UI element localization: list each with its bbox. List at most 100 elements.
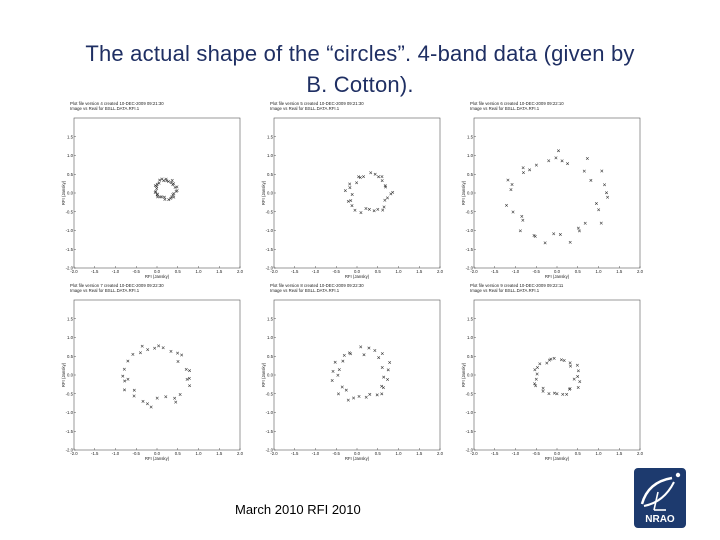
scatter-plot-3: Plot file version 6 created 10-DEC-2009 … bbox=[461, 100, 647, 286]
plot-title: Plot file version 5 created 10-DEC-2009 … bbox=[270, 101, 364, 106]
data-point bbox=[184, 367, 188, 371]
data-point bbox=[597, 208, 601, 212]
x-tick-label: -0.5 bbox=[133, 269, 141, 274]
footer-text: March 2010 RFI 2010 bbox=[235, 502, 361, 517]
data-point bbox=[187, 376, 191, 380]
data-point bbox=[386, 368, 390, 372]
data-point bbox=[518, 229, 522, 233]
data-point bbox=[149, 405, 153, 409]
data-point bbox=[336, 392, 340, 396]
data-point bbox=[377, 356, 381, 360]
data-point bbox=[346, 398, 350, 402]
plot-subtitle: Image vs Real for BSLL.DATA.RFI.1 bbox=[270, 106, 340, 111]
data-point bbox=[533, 234, 537, 238]
y-tick-label: -2.0 bbox=[66, 448, 74, 453]
y-tick-label: -0.5 bbox=[266, 209, 274, 214]
x-tick-label: -2.0 bbox=[470, 269, 478, 274]
data-point bbox=[131, 352, 135, 356]
data-point bbox=[126, 377, 130, 381]
data-point bbox=[162, 195, 166, 199]
x-tick-label: 1.0 bbox=[396, 269, 403, 274]
data-point bbox=[367, 207, 371, 211]
data-point bbox=[126, 359, 130, 363]
y-tick-label: 1.5 bbox=[467, 134, 474, 139]
y-tick-label: 1.0 bbox=[67, 335, 74, 340]
data-point bbox=[172, 182, 176, 186]
data-point bbox=[123, 388, 127, 392]
y-tick-label: -2.0 bbox=[466, 266, 474, 271]
y-tick-label: -1.5 bbox=[66, 247, 74, 252]
data-point bbox=[380, 179, 384, 183]
x-tick-label: 0.0 bbox=[354, 269, 361, 274]
x-axis-label: RFI (Jansky) bbox=[545, 274, 570, 279]
data-point bbox=[123, 379, 127, 383]
x-tick-label: 0.0 bbox=[354, 451, 361, 456]
data-point bbox=[509, 188, 513, 192]
data-point bbox=[535, 366, 539, 370]
data-point bbox=[188, 369, 192, 373]
data-point bbox=[352, 396, 356, 400]
x-tick-label: 2.0 bbox=[437, 451, 444, 456]
data-point bbox=[383, 184, 387, 188]
slide-title-line-1: The actual shape of the “circles”. 4-ban… bbox=[85, 41, 635, 66]
data-point bbox=[521, 171, 525, 175]
scatter-plot-svg: Plot file version 4 created 10-DEC-2009 … bbox=[61, 101, 244, 279]
y-tick-label: -1.0 bbox=[466, 228, 474, 233]
data-point bbox=[599, 221, 603, 225]
x-tick-label: 1.0 bbox=[596, 451, 603, 456]
y-tick-label: -1.5 bbox=[266, 247, 274, 252]
y-tick-label: -0.5 bbox=[466, 391, 474, 396]
data-point bbox=[348, 186, 352, 190]
data-point bbox=[381, 386, 385, 390]
data-point bbox=[547, 159, 551, 163]
data-point bbox=[533, 382, 537, 386]
x-tick-label: 2.0 bbox=[437, 269, 444, 274]
data-point bbox=[520, 214, 524, 218]
data-point bbox=[330, 379, 334, 382]
y-tick-label: 1.0 bbox=[267, 153, 274, 158]
plot-frame bbox=[473, 299, 641, 451]
data-point bbox=[583, 221, 587, 225]
plot-subtitle: Image vs Real for BSLL.DATA.RFI.1 bbox=[470, 288, 540, 293]
data-point bbox=[343, 189, 347, 193]
data-point bbox=[538, 362, 542, 366]
data-point bbox=[122, 367, 126, 371]
data-point bbox=[380, 352, 384, 356]
x-tick-label: 0.5 bbox=[375, 269, 382, 274]
y-tick-label: -1.5 bbox=[466, 429, 474, 434]
x-tick-label: 0.5 bbox=[575, 451, 582, 456]
y-tick-label: 0.0 bbox=[467, 191, 474, 196]
data-point bbox=[161, 346, 165, 350]
x-tick-label: 1.5 bbox=[216, 269, 223, 274]
scatter-plot-1: Plot file version 4 created 10-DEC-2009 … bbox=[61, 100, 247, 286]
data-point bbox=[176, 351, 180, 355]
data-point bbox=[357, 394, 361, 398]
x-tick-label: 1.5 bbox=[616, 451, 623, 456]
y-axis-label: RFI (Jansky) bbox=[461, 180, 466, 205]
plot-frame bbox=[273, 117, 441, 269]
data-point bbox=[606, 195, 610, 199]
data-point bbox=[155, 184, 159, 188]
data-point bbox=[141, 399, 145, 403]
data-point bbox=[534, 377, 538, 381]
data-point bbox=[346, 199, 350, 203]
data-point bbox=[358, 176, 362, 180]
data-point bbox=[547, 392, 551, 396]
data-point bbox=[380, 365, 384, 369]
data-point bbox=[380, 175, 384, 179]
data-point bbox=[576, 375, 580, 379]
data-point bbox=[132, 388, 136, 392]
plot-frame bbox=[273, 299, 441, 451]
data-point bbox=[344, 388, 348, 392]
data-point bbox=[155, 182, 159, 186]
data-point bbox=[341, 359, 345, 363]
y-tick-label: -2.0 bbox=[266, 266, 274, 271]
x-tick-label: -0.5 bbox=[133, 451, 141, 456]
data-point bbox=[511, 210, 515, 214]
data-point bbox=[559, 358, 563, 362]
y-tick-label: -1.0 bbox=[266, 410, 274, 415]
data-point bbox=[576, 386, 580, 390]
data-point bbox=[372, 209, 376, 213]
scatter-plot-svg: Plot file version 8 created 10-DEC-2009 … bbox=[261, 283, 444, 461]
data-point bbox=[577, 229, 581, 233]
